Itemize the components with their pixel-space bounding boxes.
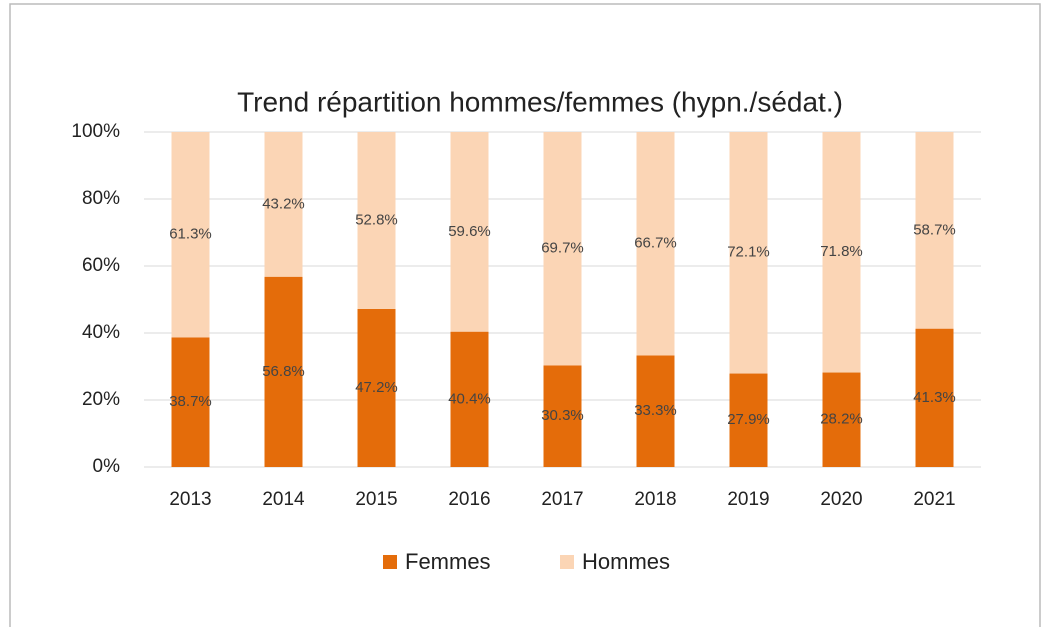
data-label: 56.8%: [262, 363, 305, 380]
legend-swatch: [560, 555, 574, 569]
legend-swatch: [383, 555, 397, 569]
y-tick-label: 80%: [82, 188, 120, 209]
legend-label: Femmes: [405, 549, 491, 574]
data-label: 52.8%: [355, 211, 398, 228]
bar-segment: [357, 132, 396, 309]
bar-segment: [915, 132, 954, 329]
chart-border: [9, 3, 1041, 627]
bar-segment: [822, 372, 861, 467]
data-label: 58.7%: [913, 221, 956, 238]
bar-segment: [264, 132, 303, 277]
bar-segment: [264, 276, 303, 467]
bar-segment: [636, 355, 675, 467]
y-tick-label: 60%: [82, 255, 120, 276]
data-label: 27.9%: [727, 411, 770, 428]
data-label: 33.3%: [634, 402, 677, 419]
data-label: 43.2%: [262, 195, 305, 212]
data-label: 72.1%: [727, 244, 770, 261]
bar-segment: [915, 328, 954, 467]
bar-segment: [450, 132, 489, 332]
data-label: 38.7%: [169, 393, 212, 410]
x-tick-label: 2015: [355, 489, 397, 510]
bar-segment: [171, 132, 210, 338]
data-label: 69.7%: [541, 240, 584, 257]
data-label: 71.8%: [820, 243, 863, 260]
x-tick-label: 2013: [169, 489, 211, 510]
data-label: 59.6%: [448, 223, 491, 240]
data-label: 61.3%: [169, 226, 212, 243]
x-tick-label: 2020: [820, 489, 862, 510]
bar-segment: [729, 132, 768, 374]
data-label: 30.3%: [541, 407, 584, 424]
data-label: 28.2%: [820, 411, 863, 428]
x-tick-label: 2018: [634, 489, 676, 510]
bar-segment: [171, 337, 210, 467]
bar-segment: [729, 373, 768, 467]
data-label: 41.3%: [913, 389, 956, 406]
legend-label: Hommes: [582, 549, 670, 574]
bar-segment: [822, 132, 861, 373]
bar-segment: [450, 331, 489, 467]
data-label: 47.2%: [355, 379, 398, 396]
y-tick-label: 40%: [82, 322, 120, 343]
bar-segment: [543, 132, 582, 366]
data-label: 66.7%: [634, 235, 677, 252]
bar-segment: [543, 365, 582, 467]
x-tick-label: 2017: [541, 489, 583, 510]
x-tick-label: 2019: [727, 489, 769, 510]
x-tick-label: 2014: [262, 489, 305, 510]
bar-segment: [357, 308, 396, 467]
bar-segment: [636, 132, 675, 356]
x-tick-label: 2021: [913, 489, 955, 510]
y-tick-label: 100%: [71, 121, 120, 142]
y-tick-label: 20%: [82, 389, 120, 410]
y-tick-label: 0%: [93, 456, 121, 477]
x-tick-label: 2016: [448, 489, 490, 510]
data-label: 40.4%: [448, 390, 491, 407]
chart-title: Trend répartition hommes/femmes (hypn./s…: [237, 86, 843, 117]
